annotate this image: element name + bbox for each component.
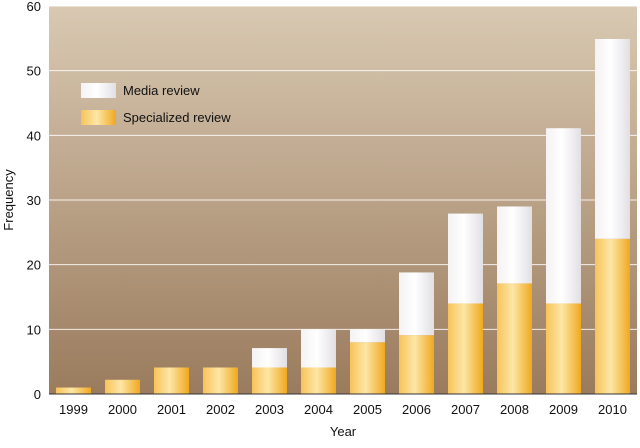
bar-specialized-review-2006 [399,335,434,394]
x-tick-label: 1999 [59,402,88,417]
bars [56,38,630,394]
bar-media-review-2006 [399,272,434,336]
y-axis-ticks: 0 10 20 30 40 50 60 [27,0,41,402]
y-tick-label: 0 [34,387,41,402]
y-tick-label: 40 [27,128,41,143]
y-tick-label: 60 [27,0,41,14]
x-tick-label: 2001 [157,402,186,417]
legend-swatch [81,110,116,125]
gridlines [49,5,637,330]
bar-specialized-review-1999 [56,387,91,394]
x-tick-label: 2005 [353,402,382,417]
bar-specialized-review-2001 [154,367,189,394]
y-tick-label: 50 [27,64,41,79]
bar-media-review-2005 [350,329,385,343]
bar-media-review-2003 [252,348,287,368]
x-tick-label: 2006 [402,402,431,417]
x-axis-label: Year [330,424,357,439]
bar-media-review-2010 [595,38,630,239]
bar-specialized-review-2005 [350,342,385,394]
x-tick-label: 2007 [451,402,480,417]
bar-media-review-2007 [448,213,483,304]
legend-label: Specialized review [123,110,231,125]
bar-media-review-2008 [497,206,532,284]
x-axis-ticks: 1999 2000 2001 2002 2003 2004 2005 2006 2007 2008… [59,402,627,417]
y-axis-label: Frequency [1,169,16,231]
bar-specialized-review-2004 [301,367,336,394]
x-tick-label: 2008 [500,402,529,417]
bar-specialized-review-2008 [497,283,532,394]
bar-specialized-review-2009 [546,303,581,394]
legend-label: Media review [123,83,200,98]
x-tick-label: 2004 [304,402,333,417]
bar-media-review-2004 [301,329,336,368]
x-tick-label: 2003 [255,402,284,417]
y-tick-label: 30 [27,193,41,208]
y-tick-label: 20 [27,258,41,273]
bar-specialized-review-2000 [105,379,140,394]
bar-specialized-review-2010 [595,238,630,394]
legend-swatch [81,83,116,98]
x-tick-label: 2009 [549,402,578,417]
bar-specialized-review-2007 [448,303,483,394]
legend: Media review Specialized review [81,83,231,125]
bar-media-review-2009 [546,128,581,304]
bar-specialized-review-2003 [252,367,287,394]
bar-specialized-review-2002 [203,367,238,394]
x-tick-label: 2000 [108,402,137,417]
x-tick-label: 2002 [206,402,235,417]
x-tick-label: 2010 [598,402,627,417]
y-tick-label: 10 [27,322,41,337]
